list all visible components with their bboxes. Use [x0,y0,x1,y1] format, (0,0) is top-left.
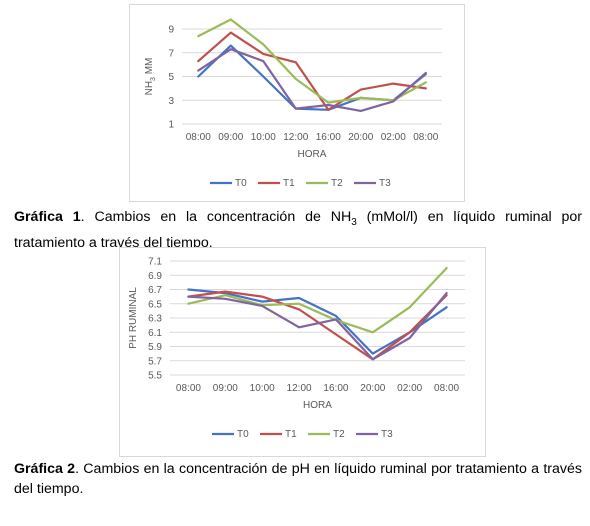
series-line-t1 [197,31,427,111]
y-tick-label: 1 [168,120,174,131]
y-tick-label: 5.5 [148,371,162,382]
chart-ph-svg: 5.5 5.7 5.9 6.1 6.3 6.5 6.7 6.9 7.1 08:00 09:00 10:… [128,257,465,440]
y-tick-label: 7 [168,48,174,59]
legend-item-t1: T1 [258,178,295,189]
y-axis-title: PH RUMINAL [128,287,139,349]
chart-nh3-svg: 1 3 5 7 9 08:00 09:00 10:00 12:00 16:00 20:00 02:00… [144,18,442,189]
series-line-t2 [187,267,448,334]
caption-text-post: (mMol/l) en líquido ruminal por tratamie… [14,209,582,251]
caption-label: Gráfica 2 [14,461,76,477]
x-tick-label: 10:00 [250,383,275,394]
caption-subscript: 3 [351,216,357,228]
legend-label: T3 [379,178,391,189]
y-tick-label: 7.1 [148,257,162,268]
series-line-t1 [187,290,448,361]
legend-item-t0: T0 [210,178,247,189]
series-line-t3 [187,291,448,361]
x-tick-label: 08:00 [186,132,211,143]
y-tick-label: 6.9 [148,271,162,282]
legend-label: T0 [235,178,247,189]
legend-label: T2 [333,429,345,440]
series-line-t2 [197,18,427,104]
legend-item-t1: T1 [260,429,297,440]
legend-label: T3 [381,429,393,440]
x-tick-label: 20:00 [348,132,373,143]
caption-label: Gráfica 1 [14,209,81,225]
y-tick-label: 5.7 [148,356,162,367]
x-tick-label: 02:00 [397,383,422,394]
chart-ph: 5.5 5.7 5.9 6.1 6.3 6.5 6.7 6.9 7.1 08:00 09:00 10:… [119,247,486,457]
y-axis-title-sub: 3 [150,77,157,81]
x-tick-label: 10:00 [251,132,276,143]
caption-chart-2: Gráfica 2. Cambios en la concentración d… [14,459,582,505]
chart-nh3: 1 3 5 7 9 08:00 09:00 10:00 12:00 16:00 20:00 02:00… [129,4,465,202]
y-tick-label: 6.3 [148,314,162,325]
legend-item-t2: T2 [308,429,345,440]
x-tick-label: 09:00 [218,132,243,143]
y-tick-label: 6.1 [148,328,162,339]
y-tick-label: 9 [168,25,174,36]
y-tick-label: 6.5 [148,299,162,310]
x-tick-label: 12:00 [287,383,312,394]
x-tick-label: 08:00 [176,383,201,394]
legend-item-t2: T2 [306,178,343,189]
x-tick-label: 20:00 [360,383,385,394]
x-tick-label: 09:00 [213,383,238,394]
y-tick-label: 6.7 [148,285,162,296]
x-tick-label: 12:00 [283,132,308,143]
legend-item-t0: T0 [212,429,249,440]
legend-label: T2 [331,178,343,189]
caption-text-pre: . Cambios en la concentración de NH [80,209,352,225]
x-tick-label: 08:00 [434,383,459,394]
x-tick-label: 08:00 [413,132,438,143]
x-tick-label: 16:00 [316,132,341,143]
y-tick-label: 5 [168,72,174,83]
y-axis-title: NH3 MM [144,58,157,96]
y-tick-label: 5.9 [148,342,162,353]
legend-label: T1 [285,429,297,440]
caption-chart-1: Gráfica 1. Cambios en la concentración d… [14,207,582,253]
legend-label: T1 [283,178,295,189]
caption-text-pre: . Cambios en la concentración de pH en l… [14,461,582,497]
y-axis-title-main: PH RUMINAL [128,287,139,349]
x-tick-label: 02:00 [381,132,406,143]
legend-item-t3: T3 [354,178,391,189]
x-axis-title: HORA [298,149,327,160]
legend-item-t3: T3 [356,429,393,440]
x-tick-label: 16:00 [323,383,348,394]
x-axis-title: HORA [303,400,332,411]
legend-label: T0 [237,429,249,440]
series-line-t3 [197,48,427,113]
y-tick-label: 3 [168,96,174,107]
y-axis-title-main: NH [144,81,155,95]
y-axis-title-tail: MM [144,58,155,77]
